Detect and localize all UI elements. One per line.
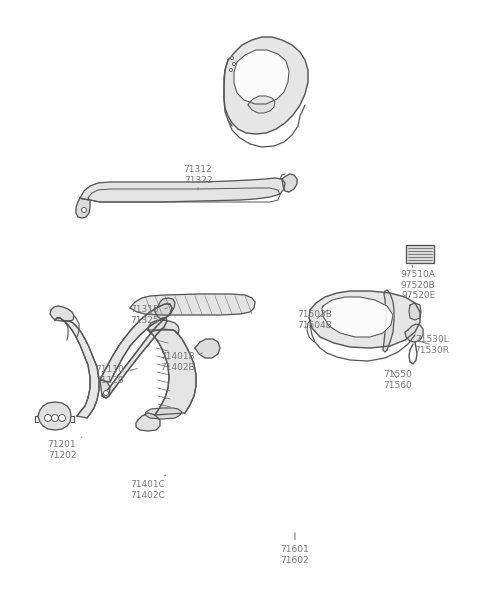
Text: 71110
71120: 71110 71120 <box>96 365 137 385</box>
Polygon shape <box>145 408 182 419</box>
Text: 71201
71202: 71201 71202 <box>48 437 82 459</box>
Polygon shape <box>155 298 175 320</box>
Polygon shape <box>55 318 99 418</box>
Polygon shape <box>309 291 420 348</box>
Polygon shape <box>234 50 289 104</box>
Text: 71401B
71402B: 71401B 71402B <box>161 352 203 372</box>
Polygon shape <box>409 303 421 320</box>
Polygon shape <box>195 339 220 358</box>
Polygon shape <box>80 178 285 202</box>
Polygon shape <box>136 413 160 431</box>
Text: 71401C
71402C: 71401C 71402C <box>131 475 166 499</box>
Text: 71601
71602: 71601 71602 <box>281 533 310 565</box>
Polygon shape <box>406 245 434 263</box>
Circle shape <box>229 68 232 71</box>
Circle shape <box>232 62 236 65</box>
Polygon shape <box>100 380 110 398</box>
Polygon shape <box>383 290 394 352</box>
Polygon shape <box>322 297 393 337</box>
Text: 71530L
71530R: 71530L 71530R <box>415 335 449 355</box>
Polygon shape <box>130 294 255 315</box>
Circle shape <box>51 415 59 422</box>
Polygon shape <box>224 37 308 134</box>
Text: 71550
71560: 71550 71560 <box>384 370 412 390</box>
Polygon shape <box>76 198 90 218</box>
Polygon shape <box>38 402 71 430</box>
Polygon shape <box>282 174 297 192</box>
Circle shape <box>59 415 65 422</box>
Text: 71312
71322: 71312 71322 <box>184 166 212 190</box>
Text: 71503B
71504B: 71503B 71504B <box>298 310 333 330</box>
Text: 97510A
97520B
97520E: 97510A 97520B 97520E <box>401 265 435 300</box>
Text: 71315
71325: 71315 71325 <box>131 305 168 325</box>
Polygon shape <box>248 96 275 113</box>
Circle shape <box>230 57 233 59</box>
Polygon shape <box>100 304 172 398</box>
Polygon shape <box>405 324 423 342</box>
Polygon shape <box>148 320 179 334</box>
Polygon shape <box>50 306 74 321</box>
Polygon shape <box>148 330 196 415</box>
Circle shape <box>104 391 108 395</box>
Circle shape <box>45 415 51 422</box>
Circle shape <box>82 207 86 213</box>
